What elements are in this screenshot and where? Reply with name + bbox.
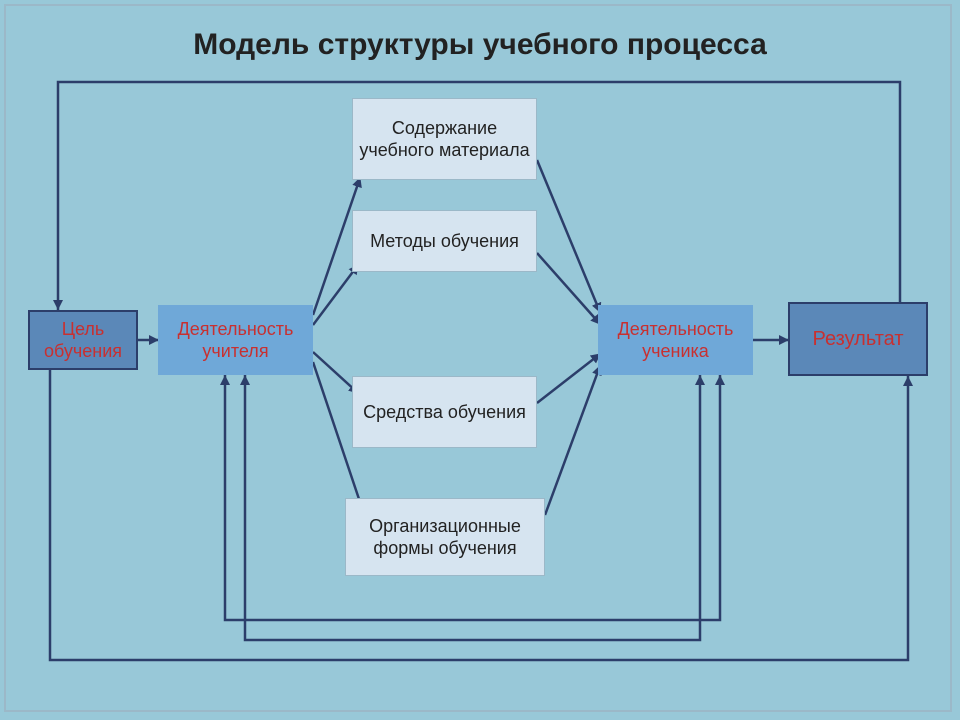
diagram-title: Модель структуры учебного процесса: [0, 28, 960, 62]
node-content: Содержание учебного материала: [352, 98, 537, 180]
node-result: Результат: [788, 302, 928, 376]
node-tools: Средства обучения: [352, 376, 537, 448]
node-methods: Методы обучения: [352, 210, 537, 272]
node-goal: Цель обучения: [28, 310, 138, 370]
node-student: Деятельность ученика: [598, 305, 753, 375]
node-teacher: Деятельность учителя: [158, 305, 313, 375]
node-forms: Организационные формы обучения: [345, 498, 545, 576]
